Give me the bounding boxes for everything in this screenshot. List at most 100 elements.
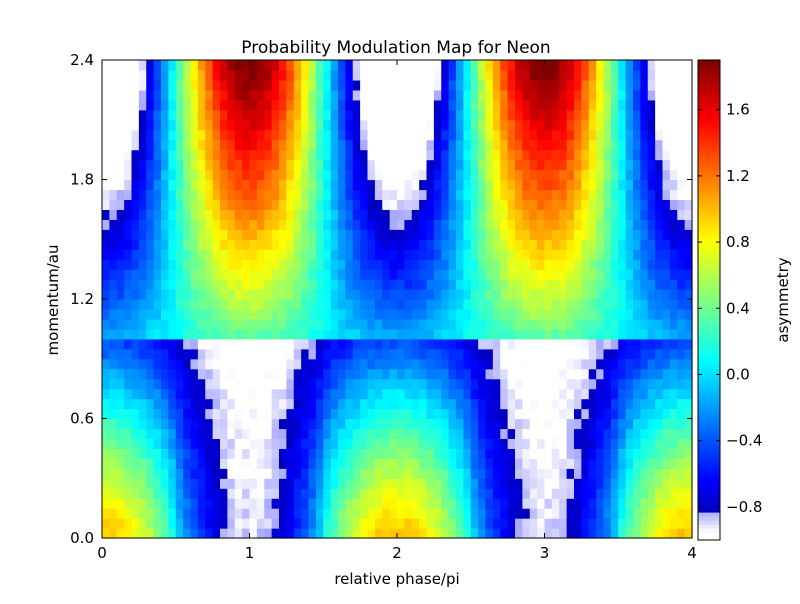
heatmap-cell bbox=[109, 508, 118, 519]
heatmap-cell bbox=[227, 448, 236, 459]
heatmap-cell bbox=[279, 498, 287, 509]
heatmap-cell bbox=[588, 498, 597, 509]
heatmap-cell bbox=[669, 299, 678, 310]
heatmap-cell bbox=[618, 358, 627, 370]
heatmap-cell bbox=[419, 60, 428, 71]
y-tick-label: 0.0 bbox=[70, 529, 94, 547]
heatmap-cell bbox=[456, 129, 464, 141]
heatmap-cell bbox=[581, 518, 590, 529]
heatmap-cell bbox=[426, 199, 435, 210]
heatmap-cell bbox=[153, 239, 162, 250]
heatmap-cell bbox=[677, 348, 686, 360]
heatmap-cell bbox=[249, 289, 258, 300]
heatmap-cell bbox=[153, 358, 162, 370]
heatmap-cell bbox=[603, 179, 612, 191]
heatmap-cell bbox=[411, 149, 420, 161]
heatmap-cell bbox=[640, 79, 649, 91]
heatmap-cell bbox=[205, 308, 214, 320]
heatmap-cell bbox=[256, 368, 265, 380]
colorbar-tick-label: 0.0 bbox=[726, 365, 750, 383]
heatmap-cell bbox=[102, 69, 110, 81]
heatmap-cell bbox=[559, 488, 568, 499]
heatmap-cell bbox=[175, 348, 184, 360]
heatmap-cell bbox=[146, 508, 155, 519]
heatmap-cell bbox=[677, 408, 686, 420]
heatmap-cell bbox=[684, 149, 693, 161]
heatmap-cell bbox=[301, 308, 310, 320]
heatmap-cell bbox=[522, 159, 531, 171]
heatmap-cell bbox=[581, 448, 590, 459]
heatmap-cell bbox=[551, 528, 560, 539]
heatmap-cell bbox=[448, 179, 457, 191]
heatmap-cell bbox=[382, 259, 391, 270]
heatmap-cell bbox=[529, 368, 538, 380]
heatmap-cell bbox=[234, 299, 243, 310]
heatmap-cell bbox=[684, 448, 693, 459]
heatmap-cell bbox=[301, 69, 310, 81]
heatmap-cell bbox=[441, 169, 450, 181]
heatmap-cell bbox=[522, 528, 531, 539]
heatmap-cell bbox=[537, 209, 546, 220]
heatmap-cell bbox=[633, 239, 641, 250]
heatmap-cell bbox=[404, 508, 413, 519]
heatmap-cell bbox=[234, 468, 243, 479]
heatmap-cell bbox=[124, 358, 133, 370]
heatmap-cell bbox=[596, 259, 605, 270]
heatmap-cell bbox=[249, 368, 258, 380]
heatmap-cell bbox=[234, 129, 243, 141]
colorbar-segment bbox=[698, 436, 720, 441]
colorbar-segment bbox=[698, 220, 720, 225]
heatmap-cell bbox=[227, 299, 236, 310]
heatmap-cell bbox=[470, 169, 479, 181]
heatmap-cell bbox=[566, 269, 575, 280]
heatmap-cell bbox=[367, 189, 376, 201]
heatmap-cell bbox=[249, 408, 258, 420]
heatmap-cell bbox=[131, 189, 140, 201]
heatmap-cell bbox=[279, 428, 287, 440]
heatmap-cell bbox=[625, 199, 634, 210]
heatmap-cell bbox=[271, 508, 280, 519]
heatmap-cell bbox=[175, 99, 184, 111]
heatmap-cell bbox=[352, 239, 361, 250]
heatmap-cell bbox=[374, 318, 383, 330]
heatmap-cell bbox=[315, 159, 324, 171]
heatmap-cell bbox=[596, 338, 605, 350]
heatmap-cell bbox=[574, 308, 582, 320]
heatmap-cell bbox=[470, 249, 479, 260]
heatmap-cell bbox=[168, 219, 177, 230]
heatmap-cell bbox=[441, 269, 450, 280]
heatmap-cell bbox=[551, 99, 560, 111]
heatmap-cell bbox=[441, 69, 450, 81]
heatmap-cell bbox=[492, 528, 501, 539]
heatmap-cell bbox=[109, 408, 118, 420]
heatmap-cell bbox=[293, 398, 302, 410]
heatmap-cell bbox=[647, 259, 656, 270]
heatmap-cell bbox=[537, 488, 546, 499]
heatmap-cell bbox=[374, 458, 383, 469]
heatmap-cell bbox=[478, 448, 487, 459]
heatmap-cell bbox=[588, 378, 597, 390]
heatmap-cell bbox=[492, 79, 501, 91]
heatmap-cell bbox=[640, 308, 649, 320]
heatmap-cell bbox=[566, 109, 575, 121]
colorbar-segment bbox=[698, 88, 720, 93]
heatmap-cell bbox=[102, 279, 110, 290]
heatmap-cell bbox=[367, 229, 376, 240]
heatmap-cell bbox=[323, 418, 332, 430]
heatmap-cell bbox=[168, 69, 177, 81]
heatmap-cell bbox=[323, 398, 332, 410]
heatmap-cell bbox=[404, 328, 413, 340]
heatmap-cell bbox=[382, 209, 391, 220]
heatmap-cell bbox=[566, 518, 575, 529]
heatmap-cell bbox=[352, 109, 361, 121]
heatmap-cell bbox=[286, 488, 295, 499]
heatmap-cell bbox=[662, 299, 671, 310]
heatmap-cell bbox=[537, 129, 546, 141]
heatmap-cell bbox=[544, 109, 553, 121]
heatmap-cell bbox=[352, 169, 361, 181]
heatmap-cell bbox=[220, 408, 228, 420]
heatmap-cell bbox=[109, 348, 118, 360]
heatmap-cell bbox=[389, 179, 398, 191]
heatmap-cell bbox=[411, 99, 420, 111]
